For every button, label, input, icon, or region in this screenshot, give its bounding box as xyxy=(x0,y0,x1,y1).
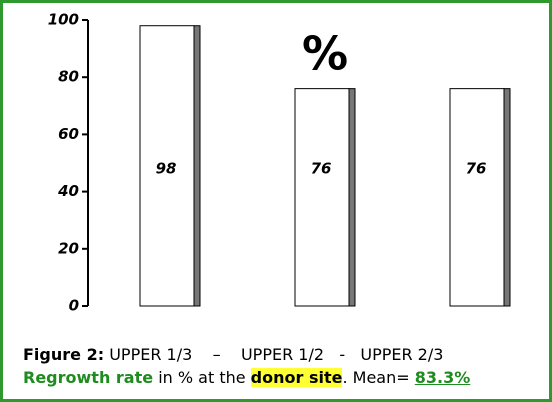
caption-emphasis: Regrowth rate xyxy=(23,368,154,387)
caption-group: UPPER 1/3 xyxy=(109,345,193,364)
caption-separator: - xyxy=(339,345,346,364)
chart: % 0 20 40 60 80 100 98 76 76 xyxy=(48,11,511,315)
caption-line-1: Figure 2: UPPER 1/3 – UPPER 1/2 - UPPER … xyxy=(23,343,470,366)
caption-line-2: Regrowth rate in % at the donor site. Me… xyxy=(23,366,470,389)
y-tick-label: 40 xyxy=(57,182,79,200)
value-label: 76 xyxy=(466,160,487,178)
bar-side xyxy=(348,88,356,307)
y-tick-label: 100 xyxy=(48,11,79,29)
bar xyxy=(449,88,505,307)
figure-label: Figure 2: xyxy=(23,345,105,364)
caption-text: in % at the xyxy=(158,368,246,387)
y-tick-label: 20 xyxy=(58,239,79,257)
bar xyxy=(139,25,195,307)
caption-group: UPPER 2/3 xyxy=(360,345,444,364)
value-label: 76 xyxy=(311,160,332,178)
y-tick-label: 60 xyxy=(58,125,79,143)
bar-side xyxy=(193,25,201,307)
value-label: 98 xyxy=(156,160,177,178)
bar-side xyxy=(503,88,511,307)
caption: Figure 2: UPPER 1/3 – UPPER 1/2 - UPPER … xyxy=(23,343,470,389)
caption-separator: – xyxy=(212,345,221,364)
caption-text: . Mean= xyxy=(342,368,410,387)
annotation: % xyxy=(302,27,348,81)
y-tick-label: 0 xyxy=(69,297,79,315)
caption-highlight: donor site xyxy=(250,368,343,387)
y-tick-label: 80 xyxy=(58,68,79,86)
caption-group: UPPER 1/2 xyxy=(240,345,325,364)
caption-mean: 83.3% xyxy=(414,368,471,387)
bar xyxy=(294,88,350,307)
